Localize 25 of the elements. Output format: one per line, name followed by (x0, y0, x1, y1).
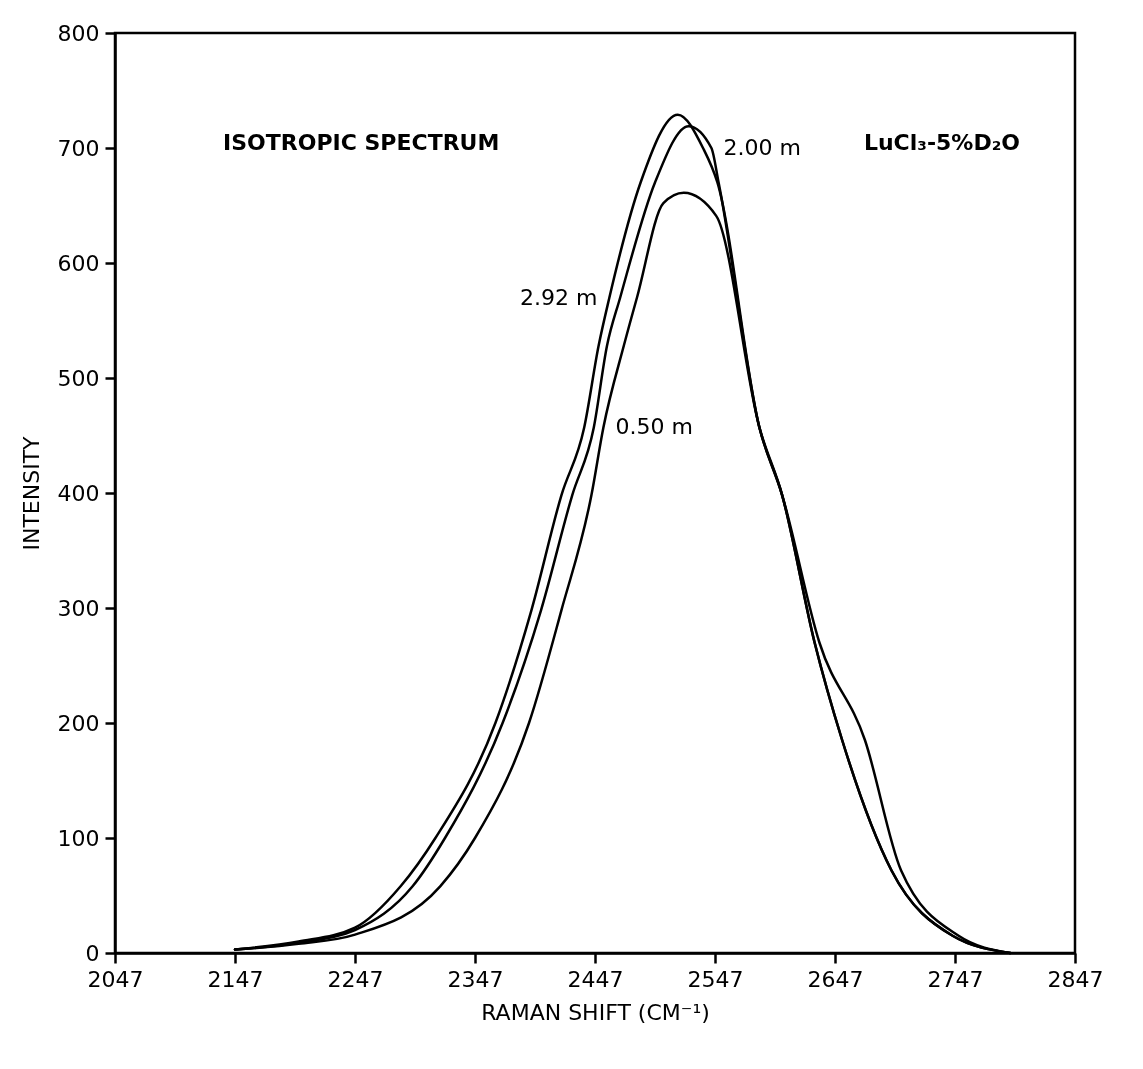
y-tick-label: 100 (57, 825, 100, 851)
x-tick-label: 2147 (207, 966, 264, 992)
y-tick-label: 600 (57, 250, 100, 276)
y-axis-title: INTENSITY (18, 435, 44, 551)
y-tick-label: 400 (57, 480, 100, 506)
x-tick-label: 2647 (807, 966, 864, 992)
x-tick-label: 2347 (447, 966, 504, 992)
y-tick-label: 0 (85, 940, 100, 966)
x-tick-label: 2847 (1047, 966, 1104, 992)
x-tick-label: 2447 (567, 966, 624, 992)
y-tick-label: 200 (57, 710, 100, 736)
series-label: 0.50 m (615, 414, 693, 440)
y-tick-label: 700 (57, 135, 100, 161)
series-label: 2.00 m (723, 135, 801, 160)
y-tick-label: 800 (57, 20, 100, 46)
y-tick-label: 300 (57, 595, 100, 621)
annotation: LuCl₃-5%D₂O (863, 130, 1020, 155)
annotation: ISOTROPIC SPECTRUM (223, 130, 500, 155)
y-tick-label: 500 (57, 365, 100, 391)
x-tick-label: 2247 (327, 966, 384, 992)
x-tick-label: 2047 (87, 966, 144, 992)
x-tick-label: 2547 (687, 966, 744, 992)
x-tick-label: 2747 (927, 966, 984, 992)
x-axis-title: RAMAN SHIFT (CM⁻¹) (481, 999, 710, 1025)
series-label: 2.92 m (519, 284, 598, 310)
